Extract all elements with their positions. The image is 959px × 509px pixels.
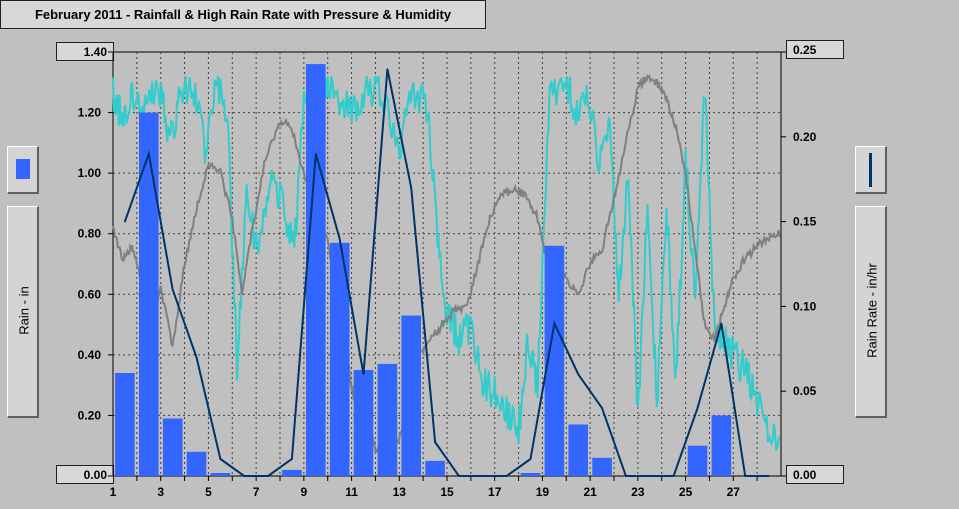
y-tick-label: 1.20 (78, 106, 102, 120)
rainfall-bar (353, 370, 374, 476)
y2-axis-min-label: 0.00 (786, 465, 844, 484)
rainfall-bar (186, 451, 207, 476)
x-tick-label: 7 (253, 485, 260, 499)
rain-rate-point (338, 237, 341, 240)
rain-rate-point (291, 458, 293, 460)
chart-title-text: February 2011 - Rainfall & High Rain Rat… (34, 7, 452, 22)
rain-rate-point (744, 475, 746, 477)
rain-rate-point (529, 458, 532, 460)
y2-axis-max-label: 0.25 (786, 40, 844, 59)
rainfall-bar (282, 469, 302, 476)
rain-rate-point (124, 220, 126, 223)
x-tick-label: 21 (583, 485, 597, 499)
rainfall-bar (687, 445, 708, 476)
rain-rate-point (577, 373, 579, 376)
y-tick-label: 0.20 (78, 408, 102, 422)
rainfall-bar (568, 424, 588, 476)
rainfall-bar (377, 363, 398, 476)
x-tick-label: 5 (205, 485, 212, 499)
rainfall-bar-icon (16, 159, 30, 179)
rain-rate-point (672, 475, 675, 477)
y-tick-label: 1.00 (78, 166, 102, 180)
rainfall-bar (544, 245, 565, 476)
rain-rate-point (315, 153, 317, 155)
rainfall-bar (139, 112, 159, 476)
y-axis-max-label: 1.40 (56, 42, 114, 61)
y-axis-title: Rain - in (16, 286, 32, 335)
y2-axis-title: Rain Rate - in/hr (864, 263, 880, 358)
rain-rate-point (171, 288, 174, 291)
humidity-series-line (112, 75, 781, 451)
rain-rate-series-line (123, 68, 770, 477)
x-tick-label: 11 (345, 485, 358, 499)
rain-rate-point (768, 475, 770, 477)
x-tick-label: 23 (631, 485, 645, 499)
rainfall-bar (162, 418, 183, 476)
x-tick-label: 27 (727, 485, 741, 499)
rain-rate-point (720, 322, 723, 325)
rainfall-bar (329, 242, 350, 476)
left-axis-label-panel: Rain - in (7, 206, 39, 418)
rainfall-legend-swatch (7, 146, 39, 194)
y-axis-min-label: 0.00 (56, 465, 114, 484)
rainfall-bar (520, 473, 541, 476)
x-tick-label: 25 (679, 485, 693, 499)
rain-rate-point (434, 441, 436, 443)
rainfall-bar (306, 64, 326, 476)
rain-rate-line-icon (869, 153, 872, 187)
y-tick-label: 0.60 (78, 287, 102, 301)
rain-rate-point (601, 407, 603, 410)
rainfall-bar (115, 373, 135, 476)
rain-rate-point (696, 407, 699, 410)
chart-title: February 2011 - Rainfall & High Rain Rat… (0, 0, 486, 29)
rain-rate-point (553, 322, 556, 325)
rain-rate-point (649, 475, 651, 477)
y2-tick-label: 0.15 (793, 215, 817, 229)
y-tick-label: 0.40 (78, 348, 102, 362)
rain-rate-legend-swatch (855, 146, 887, 194)
rain-rate-point (482, 475, 484, 477)
rainfall-bar (592, 457, 612, 476)
rainfall-bar (401, 315, 421, 476)
plot-frame (112, 51, 782, 477)
rain-rate-point (148, 153, 150, 155)
rainfall-bar (210, 473, 231, 476)
x-tick-label: 17 (488, 485, 502, 499)
x-tick-label: 1 (110, 485, 117, 499)
rain-rate-point (410, 186, 413, 189)
y2-tick-label: 0.10 (793, 299, 817, 313)
rainfall-bar (425, 460, 445, 476)
rain-rate-point (458, 475, 460, 477)
x-tick-label: 13 (393, 485, 407, 499)
right-axis-label-panel: Rain Rate - in/hr (855, 206, 887, 418)
rain-rate-point (386, 68, 389, 70)
rain-rate-point (219, 458, 222, 460)
rain-rate-point (505, 475, 508, 477)
x-tick-label: 3 (157, 485, 164, 499)
rain-rate-point (267, 475, 269, 477)
x-tick-label: 19 (536, 485, 550, 499)
y-tick-label: 0.80 (78, 227, 102, 241)
rain-rate-point (195, 356, 198, 359)
rain-rate-point (362, 373, 365, 376)
rain-rate-point (243, 475, 245, 477)
rainfall-bar (711, 415, 732, 476)
rain-rate-point (625, 475, 627, 477)
y2-tick-label: 0.05 (793, 384, 817, 398)
y2-tick-label: 0.20 (793, 130, 817, 144)
x-tick-label: 15 (440, 485, 454, 499)
x-tick-label: 9 (301, 485, 308, 499)
pressure-series-line (112, 74, 781, 462)
